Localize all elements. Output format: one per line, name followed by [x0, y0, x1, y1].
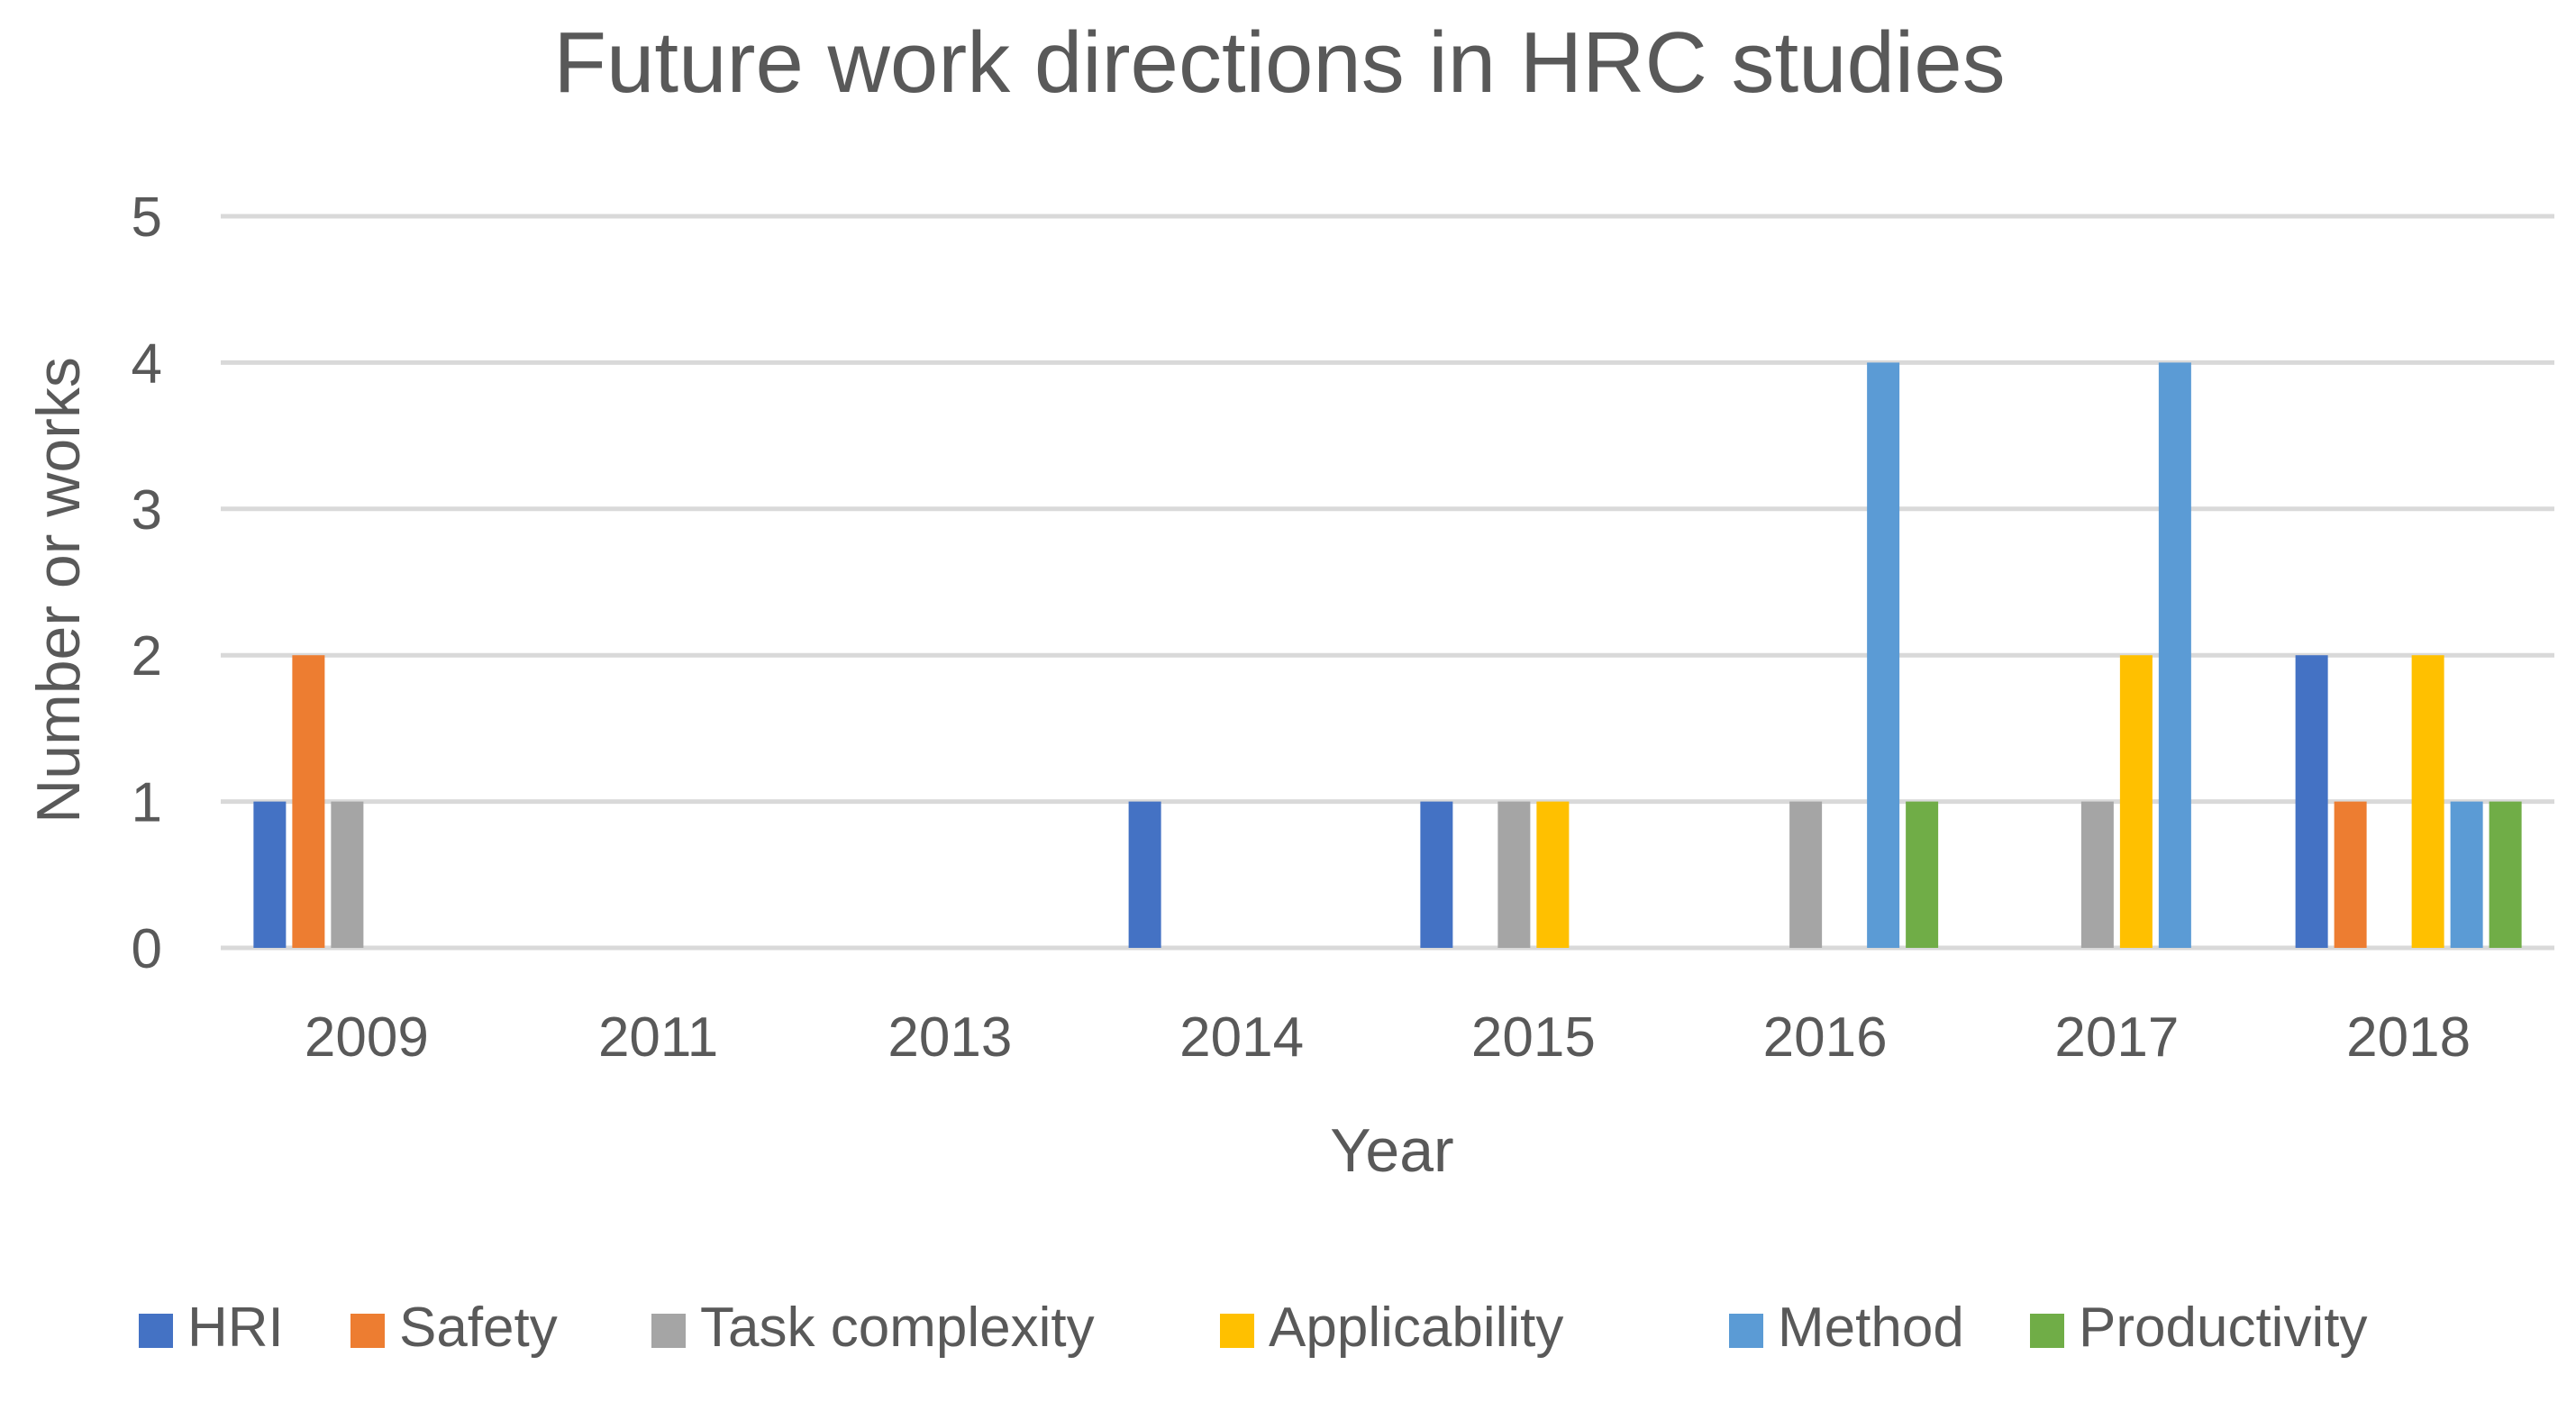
- bar-hri-2014: [1128, 801, 1161, 948]
- x-tick-label: 2013: [887, 1006, 1012, 1069]
- legend-label: Safety: [399, 1297, 558, 1359]
- bar-safety-2018: [2334, 801, 2367, 948]
- legend-item-task-complexity: Task complexity: [651, 1297, 1095, 1359]
- bar-hri-2009: [253, 801, 287, 948]
- legend-item-productivity: Productivity: [2030, 1297, 2367, 1359]
- bar-task-complexity-2015: [1497, 801, 1531, 948]
- legend-swatch: [139, 1314, 173, 1348]
- x-tick-label: 2017: [2054, 1006, 2179, 1069]
- y-tick-label: 5: [132, 187, 162, 249]
- legend-item-method: Method: [1729, 1297, 1964, 1359]
- chart-title: Future work directions in HRC studies: [553, 14, 2005, 111]
- legend-swatch: [2030, 1314, 2064, 1348]
- bar-applicability-2015: [1536, 801, 1570, 948]
- legend-label: Method: [1778, 1297, 1964, 1359]
- legend-swatch: [651, 1314, 686, 1348]
- x-axis-ticks: 2009 2011 2013 2014 2015 2016 2017 2018: [305, 1006, 2471, 1069]
- x-tick-label: 2011: [598, 1006, 718, 1069]
- bar-task-complexity-2009: [331, 801, 364, 948]
- x-tick-label: 2015: [1471, 1006, 1596, 1069]
- bar-productivity-2018: [2489, 801, 2522, 948]
- y-axis-title: Number or works: [24, 357, 93, 824]
- legend-swatch: [350, 1314, 385, 1348]
- bar-method-2018: [2450, 801, 2483, 948]
- x-axis-title: Year: [1330, 1116, 1453, 1185]
- x-tick-label: 2016: [1763, 1006, 1888, 1069]
- x-tick-label: 2009: [305, 1006, 429, 1069]
- y-tick-label: 0: [132, 918, 162, 980]
- bar-hri-2015: [1420, 801, 1453, 948]
- bar-applicability-2017: [2119, 655, 2153, 948]
- legend-swatch: [1220, 1314, 1254, 1348]
- legend-label: Task complexity: [700, 1297, 1095, 1359]
- bar-safety-2009: [292, 655, 325, 948]
- legend-label: HRI: [187, 1297, 284, 1359]
- bar-method-2017: [2158, 362, 2191, 948]
- bar-applicability-2018: [2411, 655, 2444, 948]
- legend-label: Productivity: [2079, 1297, 2367, 1359]
- bar-task-complexity-2016: [1789, 801, 1823, 948]
- legend-item-safety: Safety: [350, 1297, 558, 1359]
- legend-label: Applicability: [1269, 1297, 1563, 1359]
- y-tick-label: 2: [132, 625, 162, 687]
- y-tick-label: 4: [132, 332, 162, 395]
- y-tick-label: 1: [132, 772, 162, 834]
- y-tick-label: 3: [132, 479, 162, 542]
- legend: HRI Safety Task complexity Applicability Met…: [139, 1297, 2367, 1359]
- bars: [253, 362, 2522, 948]
- gridlines: [221, 214, 2554, 951]
- legend-item-applicability: Applicability: [1220, 1297, 1563, 1359]
- bar-task-complexity-2017: [2080, 801, 2114, 948]
- legend-item-hri: HRI: [139, 1297, 284, 1359]
- bar-productivity-2016: [1906, 801, 1939, 948]
- legend-swatch: [1729, 1314, 1763, 1348]
- bar-hri-2018: [2295, 655, 2328, 948]
- y-axis-ticks: 0 1 2 3 4 5: [132, 187, 162, 980]
- bar-method-2016: [1867, 362, 1900, 948]
- x-tick-label: 2018: [2346, 1006, 2471, 1069]
- x-tick-label: 2014: [1179, 1006, 1304, 1069]
